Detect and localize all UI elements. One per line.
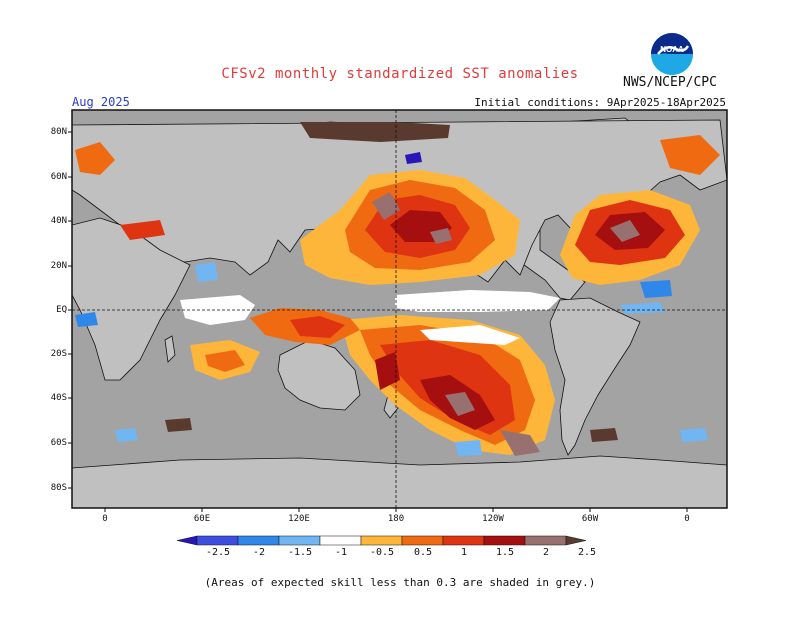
colorbar-segment [360, 535, 403, 546]
footnote: (Areas of expected skill less than 0.3 a… [204, 576, 596, 589]
arctic-brown [300, 122, 450, 142]
lon-label: 0 [684, 514, 690, 524]
lat-label: 40S [50, 393, 67, 403]
lon-label: 60W [581, 514, 599, 524]
arctic-warm-west [75, 142, 115, 175]
mediterranean-warm [120, 220, 165, 240]
lon-label: 60E [193, 514, 211, 524]
southern-negative-west [115, 428, 138, 442]
colorbar-tick-label: 0.5 [413, 547, 433, 558]
lat-label: 20S [50, 349, 67, 359]
gulf-negative [640, 280, 672, 298]
madagascar [164, 335, 176, 363]
nw-africa-negative [75, 312, 98, 327]
noaa-logo: NOAA [651, 33, 693, 75]
colorbar-tick-label: 2.5 [577, 547, 597, 558]
colorbar-segment [524, 535, 567, 546]
atlantic-negative [620, 302, 665, 314]
lat-label: 80N [50, 127, 67, 137]
indian-ocean-core [205, 350, 245, 372]
south-pacific-max [445, 392, 540, 456]
colorbar-tick-label: 1.5 [495, 547, 515, 558]
lon-label: 0 [102, 514, 108, 524]
equatorial-pacific-white [395, 290, 560, 312]
north-atlantic-max [610, 220, 640, 242]
agency-label: NWS/NCEP/CPC [623, 75, 717, 90]
colorbar-max-cap [565, 535, 587, 546]
colorbar-segment [278, 535, 321, 546]
lon-ticks [104, 508, 688, 512]
lat-label: 80S [50, 483, 67, 493]
positive-anomaly-patches [75, 122, 720, 456]
logo-text: NOAA [660, 45, 684, 54]
southern-negative-east [455, 428, 708, 456]
chart-title: CFSv2 monthly standardized SST anomalies [221, 66, 579, 82]
colorbar-tick-label: -2 [252, 547, 266, 558]
colorbar-min-cap [176, 535, 198, 546]
valid-month: Aug 2025 [72, 95, 130, 109]
colorbar-tick-label: -1.5 [287, 547, 313, 558]
north-pacific-max [372, 192, 452, 244]
hudson-negative [405, 152, 422, 164]
colorbar-segment [483, 535, 526, 546]
arctic-warm-east [660, 135, 720, 175]
colorbar-segment [401, 535, 444, 546]
initial-conditions: Initial conditions: 9Apr2025-18Apr2025 [474, 96, 726, 109]
australia [277, 339, 361, 411]
lat-ticks [68, 131, 72, 489]
colorbar-tick-label: -2.5 [205, 547, 231, 558]
colorbar-segment [196, 535, 239, 546]
colorbar-tick-label: -0.5 [369, 547, 395, 558]
colorbar-segment [319, 535, 362, 546]
maritime-continent-strong [290, 316, 345, 338]
south-america [549, 297, 641, 456]
negative-anomaly-patches [75, 152, 708, 456]
east-pacific-white [420, 325, 520, 345]
arabian-negative [195, 262, 218, 282]
lat-label: 60N [50, 172, 67, 182]
colorbar-tick-label: 2 [542, 547, 550, 558]
lon-label: 180 [387, 514, 405, 524]
map-frame [71, 109, 728, 509]
lat-label: 60S [50, 438, 67, 448]
lon-label: 120W [482, 514, 504, 524]
colorbar-tick-label: 1 [460, 547, 468, 558]
colorbar [176, 535, 587, 546]
colorbar-segment [237, 535, 280, 546]
lat-label: EQ [56, 305, 67, 315]
antarctica [72, 455, 727, 508]
colorbar-tick-label: -1 [334, 547, 348, 558]
colorbar-segment [442, 535, 485, 546]
lat-label: 20N [50, 261, 67, 271]
lon-label: 120E [288, 514, 310, 524]
lat-label: 40N [50, 216, 67, 226]
